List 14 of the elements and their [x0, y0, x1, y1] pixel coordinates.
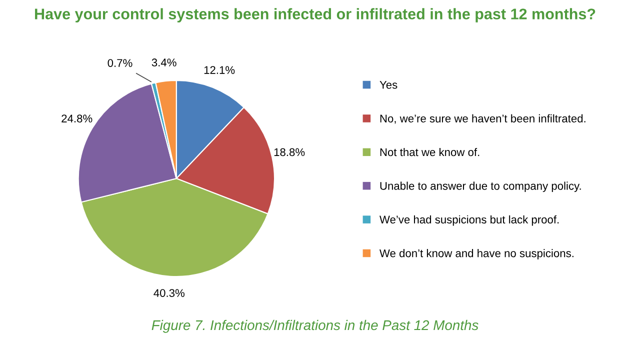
- data-label: 3.4%: [152, 58, 176, 66]
- data-label: 0.7%: [108, 59, 132, 67]
- legend-label: No, we’re sure we haven’t been infiltrated.: [380, 114, 586, 124]
- data-label: 12.1%: [204, 66, 235, 74]
- data-label: 18.8%: [274, 148, 305, 156]
- legend-label: We don’t know and have no suspicions.: [380, 249, 574, 260]
- legend-label: Not that we know of.: [380, 148, 480, 156]
- legend-label: Unable to answer due to company policy.: [380, 182, 581, 192]
- legend-label: We’ve had suspicions but lack proof.: [380, 215, 559, 226]
- caption: Figure 7. Infections/Infiltrations in the Past 12 Months: [152, 320, 478, 333]
- chart-title: Have your control systems been infected or infiltrated in the past 12 months?: [35, 8, 596, 22]
- data-label: 24.8%: [62, 114, 92, 122]
- legend-label: Yes: [380, 81, 398, 89]
- data-label: 40.3%: [154, 289, 184, 297]
